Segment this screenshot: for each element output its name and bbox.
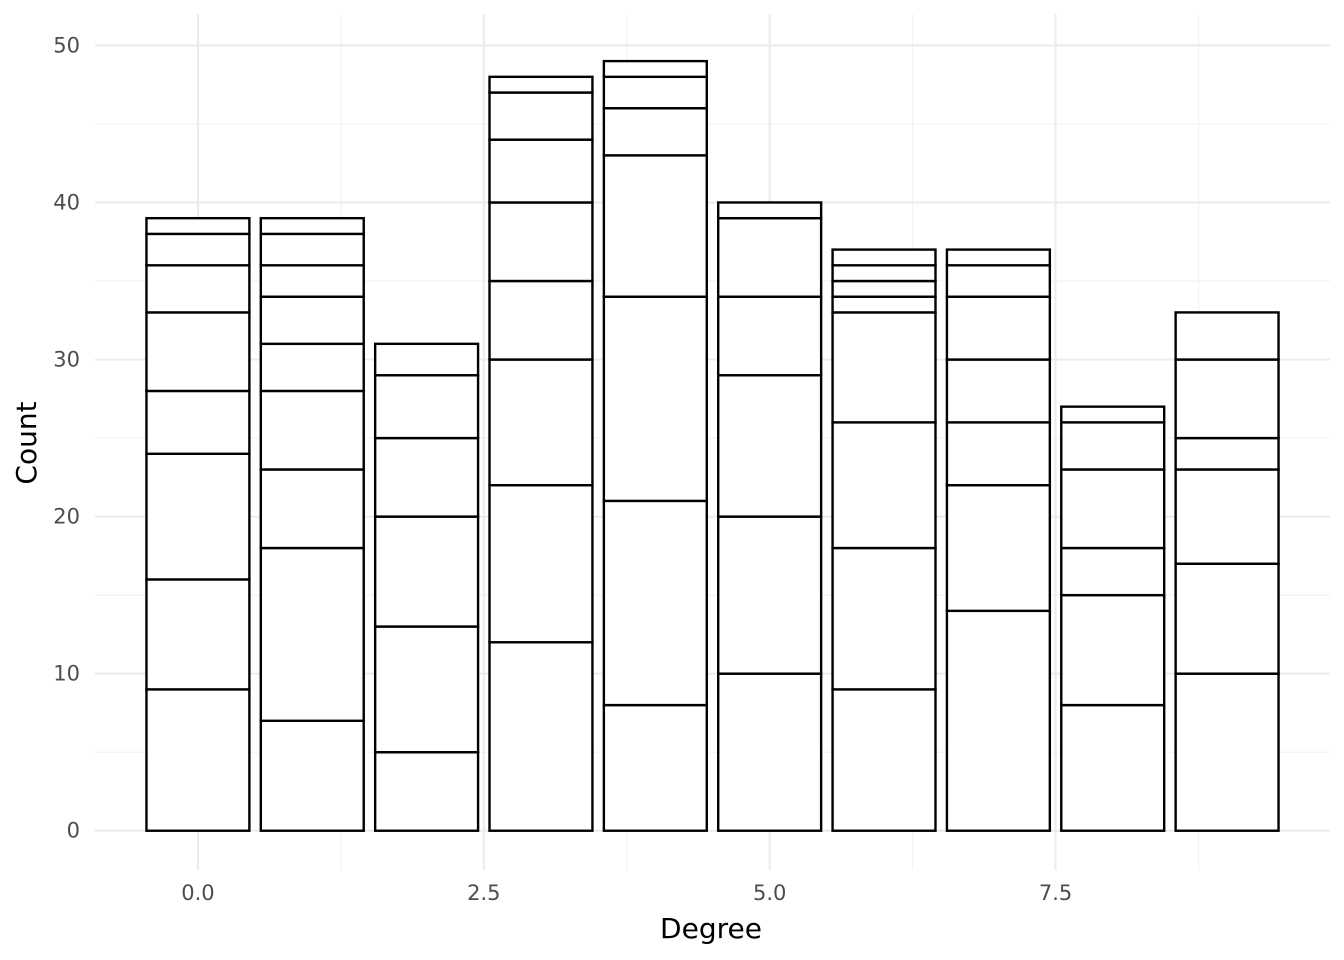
bar-segment [602, 703, 708, 832]
y-axis-tick-labels: 0 10 20 30 40 50 [53, 33, 80, 842]
bar-group [488, 75, 594, 832]
bar-segment [945, 264, 1052, 298]
bar-group [602, 59, 708, 832]
bar-segment [945, 421, 1052, 487]
bar-segment [259, 389, 365, 471]
bar-segment [831, 248, 937, 267]
bar-group [945, 248, 1052, 832]
bar-segment [1060, 703, 1166, 832]
bar-segment [145, 389, 251, 455]
bar-segment [259, 546, 365, 722]
bar-segment [259, 719, 365, 832]
bar-segment [488, 641, 594, 832]
bar-segment [145, 216, 251, 236]
bar-segment [488, 358, 594, 487]
bar-segment [145, 578, 251, 691]
bar-segment [1060, 405, 1166, 424]
bar-group [259, 216, 365, 832]
x-axis-title: Degree [660, 912, 762, 945]
bar-segment [145, 452, 251, 581]
bar-segment [945, 358, 1052, 424]
bar-segment [373, 515, 480, 628]
y-tick-label: 50 [53, 33, 80, 57]
bar-segment [945, 295, 1052, 361]
bar-segment [373, 625, 480, 754]
bar-segment [373, 751, 480, 832]
bar-segment [602, 107, 708, 157]
bar-group [145, 216, 251, 832]
bar-segment [831, 688, 937, 832]
bar-segment [1174, 672, 1280, 832]
bar-segment [488, 201, 594, 283]
bar-segment [373, 342, 480, 377]
bar-segment [145, 311, 251, 393]
bar-group [831, 248, 937, 832]
y-tick-label: 0 [67, 819, 80, 843]
bar-segment [602, 75, 708, 110]
x-axis-tick-labels: 0.0 2.5 5.0 7.5 [181, 881, 1072, 905]
y-tick-label: 10 [53, 662, 80, 686]
bar-segment [717, 515, 823, 675]
bar-segment [1060, 546, 1166, 597]
bar-segment [945, 609, 1052, 832]
bar-segment [1060, 593, 1166, 707]
bar-segment [1174, 562, 1280, 675]
bar-group [373, 342, 480, 832]
bar-segment [831, 279, 937, 298]
bar-segment [145, 264, 251, 314]
bar-segment [831, 264, 937, 283]
x-tick-label: 0.0 [181, 881, 214, 905]
bar-segment [259, 232, 365, 267]
x-tick-label: 2.5 [467, 881, 500, 905]
bar-segment [831, 311, 937, 424]
bar-segment [1060, 468, 1166, 550]
bar-segment [1174, 311, 1280, 361]
bar-segment [602, 154, 708, 298]
bar-segment [488, 279, 594, 361]
bar-segment [1174, 468, 1280, 565]
bar-segment [831, 546, 937, 691]
bar-segment [717, 295, 823, 377]
bar-segment [259, 295, 365, 346]
bar-segment [1174, 436, 1280, 471]
bars [145, 59, 1280, 832]
bar-segment [373, 374, 480, 440]
y-axis-title: Count [10, 401, 43, 484]
bar-segment [945, 483, 1052, 613]
bar-segment [259, 468, 365, 550]
bar-segment [1060, 421, 1166, 471]
bar-group [1060, 405, 1166, 832]
bar-segment [717, 672, 823, 832]
bar-segment [831, 421, 937, 550]
bar-segment [831, 295, 937, 314]
x-tick-label: 5.0 [753, 881, 786, 905]
bar-segment [717, 216, 823, 298]
bar-segment [602, 59, 708, 79]
bar-segment [488, 483, 594, 644]
bar-segment [145, 232, 251, 267]
bar-segment [145, 688, 251, 832]
y-tick-label: 40 [53, 190, 80, 214]
bar-segment [373, 436, 480, 518]
bar-group [717, 201, 823, 832]
bar-segment [602, 295, 708, 503]
bar-group [1174, 311, 1280, 832]
bar-segment [488, 91, 594, 141]
bar-segment [945, 248, 1052, 267]
y-tick-label: 20 [53, 505, 80, 529]
bar-segment [602, 499, 708, 707]
bar-segment [1174, 358, 1280, 440]
bar-segment [259, 216, 365, 236]
x-tick-label: 7.5 [1039, 881, 1072, 905]
bar-segment [488, 75, 594, 94]
bar-segment [717, 374, 823, 518]
bar-segment [259, 342, 365, 393]
bar-segment [717, 201, 823, 220]
y-tick-label: 30 [53, 348, 80, 372]
bar-segment [259, 264, 365, 298]
bar-segment [488, 138, 594, 204]
